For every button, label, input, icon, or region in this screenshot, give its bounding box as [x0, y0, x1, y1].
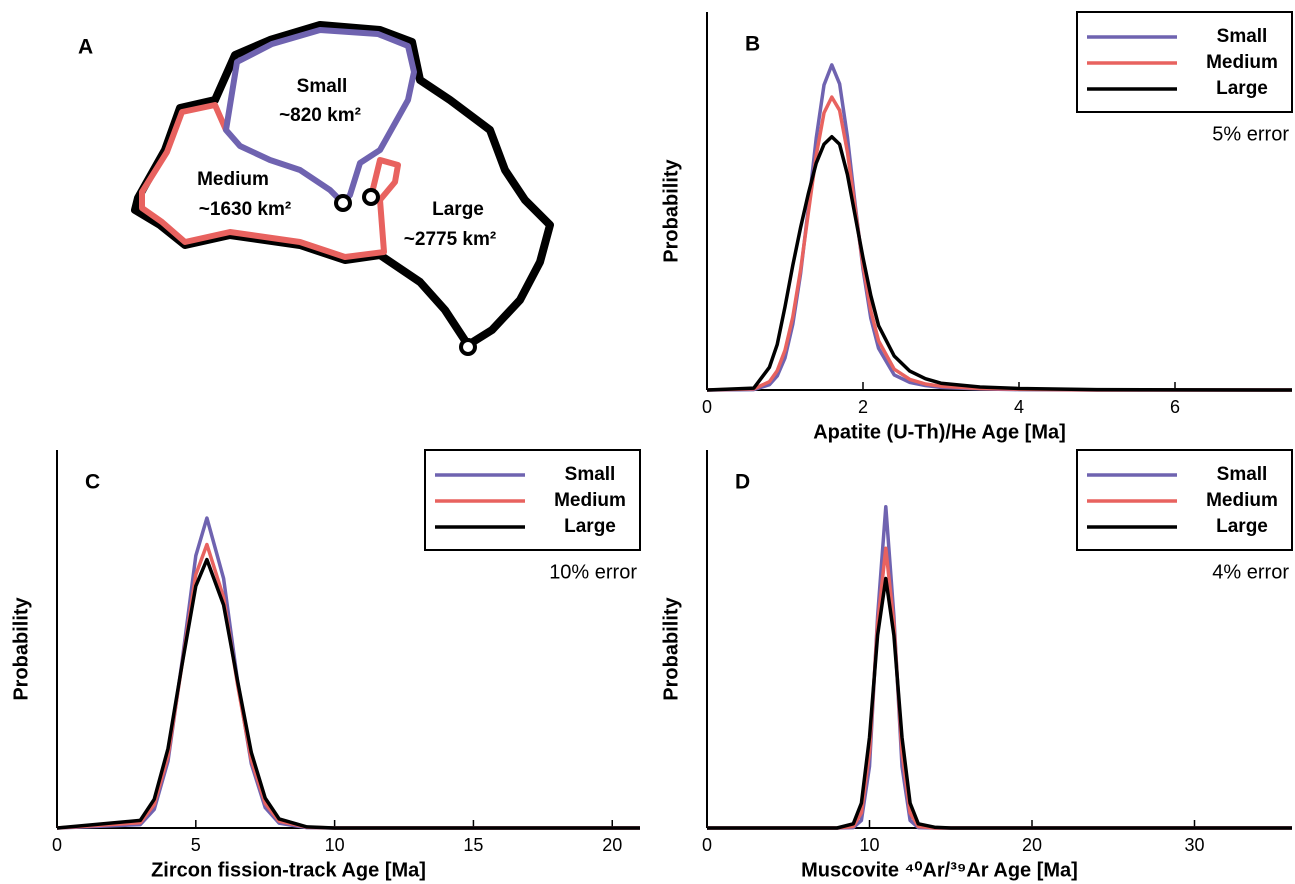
- x-tick-label: 15: [463, 835, 483, 855]
- legend-label: Large: [1216, 516, 1268, 537]
- annotation: 10% error: [549, 561, 637, 583]
- x-tick-label: 10: [859, 835, 879, 855]
- series-line: [706, 63, 1292, 392]
- x-tick-label: 5: [191, 835, 201, 855]
- region-name: Medium: [197, 169, 269, 190]
- series-line: [56, 542, 640, 830]
- legend-label: Small: [565, 464, 616, 485]
- panel-a-map: [131, 21, 554, 356]
- x-axis-label: Muscovite ⁴⁰Ar/³⁹Ar Age [Ma]: [801, 859, 1078, 881]
- x-tick-label: 6: [1170, 397, 1180, 417]
- x-tick-label: 30: [1184, 835, 1204, 855]
- region-area: ~820 km²: [279, 105, 361, 126]
- x-axis-label: Apatite (U-Th)/He Age [Ma]: [813, 421, 1066, 443]
- x-tick-label: 0: [702, 835, 712, 855]
- y-axis-label: Probability: [10, 596, 32, 700]
- legend-box: [1076, 11, 1293, 113]
- series-line: [707, 576, 1292, 830]
- x-tick-label: 4: [1014, 397, 1024, 417]
- outlet: [362, 188, 380, 206]
- x-tick-label: 20: [602, 835, 622, 855]
- outlet: [334, 194, 352, 212]
- series-line: [707, 504, 1292, 830]
- legend-label: Medium: [554, 490, 626, 511]
- series-line: [707, 546, 1292, 830]
- annotation: 4% error: [1212, 561, 1289, 583]
- legend-label: Large: [1216, 78, 1268, 99]
- outlet: [459, 338, 477, 356]
- legend-label: Small: [1217, 26, 1268, 47]
- panel-label: A: [78, 36, 93, 59]
- panel-label: B: [745, 33, 760, 56]
- series-line: [706, 95, 1292, 392]
- legend-label: Small: [1217, 464, 1268, 485]
- region-area: ~2775 km²: [404, 229, 496, 250]
- region-area: ~1630 km²: [199, 199, 291, 220]
- x-tick-label: 10: [325, 835, 345, 855]
- medium-outline: [139, 102, 401, 260]
- small-outline: [223, 27, 417, 206]
- panel-label: C: [85, 471, 100, 494]
- series-line: [56, 557, 640, 830]
- x-tick-label: 20: [1022, 835, 1042, 855]
- series-line: [706, 134, 1293, 392]
- legend-label: Large: [564, 516, 616, 537]
- legend-label: Medium: [1206, 52, 1278, 73]
- x-tick-label: 0: [702, 397, 712, 417]
- x-tick-label: 0: [52, 835, 62, 855]
- legend-label: Medium: [1206, 490, 1278, 511]
- panel-label: D: [735, 471, 750, 494]
- region-name: Small: [297, 76, 348, 97]
- annotation: 5% error: [1212, 123, 1289, 145]
- x-tick-label: 2: [858, 397, 868, 417]
- y-axis-label: Probability: [660, 596, 682, 700]
- y-axis-label: Probability: [660, 158, 682, 262]
- x-axis-label: Zircon fission-track Age [Ma]: [151, 859, 426, 881]
- region-name: Large: [432, 199, 484, 220]
